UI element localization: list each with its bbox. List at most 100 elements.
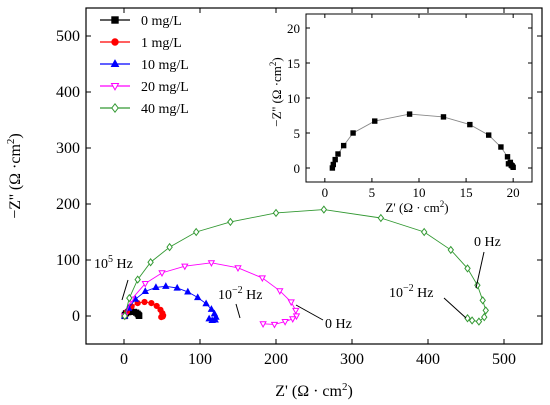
inset-x-tick-label: 20: [507, 185, 520, 200]
legend-marker: [111, 38, 119, 46]
main-data-point: [464, 264, 471, 273]
main-series-line: [124, 262, 298, 325]
main-data-point: [272, 208, 280, 218]
inset-y-tick-label: 0: [294, 161, 301, 176]
inset-y-tick-label: 5: [294, 126, 301, 141]
main-series-4: [121, 205, 489, 326]
main-data-point: [270, 321, 279, 329]
main-data-point: [482, 306, 489, 315]
annotation-lf-green-arrow: [443, 297, 467, 319]
annotation-zero-pink-label: 0 Hz: [325, 317, 352, 332]
main-data-point: [227, 217, 234, 227]
inset-data-point: [372, 118, 378, 124]
main-data-point: [281, 319, 289, 326]
annotation-lf-pink: 10−2 Hz: [218, 285, 262, 319]
main-data-point: [192, 227, 200, 237]
main-data-point: [447, 245, 455, 255]
main-x-tick-label: 300: [340, 351, 364, 368]
main-data-point: [121, 311, 128, 321]
legend: 0 mg/L 1 mg/L 10 mg/L 20 mg/L 40 mg/L: [100, 14, 189, 117]
inset-y-tick-label: 10: [287, 91, 300, 106]
inset-data-point: [350, 130, 356, 136]
annotation-lf-green-label: 10−2 Hz: [389, 283, 433, 301]
main-data-point: [276, 288, 284, 295]
main-data-point: [158, 270, 166, 278]
legend-item: 20 mg/L: [100, 80, 189, 95]
main-data-point: [287, 299, 295, 307]
main-data-point: [259, 321, 267, 328]
inset-series-layer: [329, 111, 516, 171]
inset-y-tick-label: 20: [287, 21, 300, 36]
legend-marker: [111, 16, 119, 24]
main-data-point: [147, 258, 154, 267]
main-y-tick-label: 0: [72, 308, 80, 325]
main-x-tick-label: 200: [264, 351, 288, 368]
main-data-point: [475, 317, 483, 326]
main-data-point: [162, 282, 170, 289]
main-data-point: [474, 280, 481, 290]
legend-marker: [110, 82, 120, 91]
main-series-line: [124, 209, 487, 323]
legend-label: 20 mg/L: [141, 80, 189, 95]
annotation-zero-green: 0 Hz: [474, 235, 501, 289]
main-plot-frame: [85, 7, 543, 345]
legend-item: 0 mg/L: [100, 14, 182, 29]
main-data-point: [289, 316, 297, 323]
inset-series-0: [329, 111, 516, 171]
main-data-point: [320, 205, 328, 214]
main-data-point: [141, 287, 149, 294]
main-y-tick-label: 500: [56, 28, 80, 45]
main-data-point: [420, 227, 428, 237]
annotation-zero-pink: 0 Hz: [295, 304, 352, 332]
main-data-point: [184, 287, 192, 295]
legend-item: 40 mg/L: [100, 102, 189, 117]
main-data-point: [148, 300, 155, 307]
main-x-tick-label: 500: [492, 351, 516, 368]
main-y-tick-label: 300: [56, 140, 80, 157]
main-data-point: [258, 275, 267, 283]
inset-plot-frame: [305, 13, 533, 183]
annotation-lf-pink-arrow: [235, 303, 241, 319]
inset-x-tick-label: 0: [322, 185, 329, 200]
inset-x-tick-label: 15: [460, 185, 473, 200]
main-data-point: [292, 307, 300, 315]
main-data-point: [464, 314, 471, 323]
main-data-point: [479, 296, 486, 305]
main-data-point: [134, 275, 141, 284]
legend-label: 40 mg/L: [141, 102, 189, 117]
inset-data-point: [504, 154, 511, 160]
inset-data-point: [498, 144, 504, 150]
inset-x-tick-label: 10: [413, 185, 426, 200]
main-data-point: [153, 302, 160, 310]
annotation-lf-green: 10−2 Hz: [389, 283, 467, 319]
main-data-point: [377, 213, 385, 223]
main-x-tick-label: 100: [188, 351, 212, 368]
main-data-point: [135, 312, 142, 319]
legend-marker: [110, 59, 120, 68]
inset-data-point: [406, 111, 413, 117]
legend-label: 0 mg/L: [141, 14, 182, 29]
inset-data-point: [340, 142, 347, 149]
main-data-point: [126, 293, 133, 303]
main-data-point: [205, 314, 213, 322]
main-y-tick-label: 100: [56, 252, 80, 269]
annotation-zero-pink-arrow: [295, 304, 324, 321]
main-data-point: [152, 283, 160, 291]
legend-label: 10 mg/L: [141, 58, 189, 73]
main-y-axis-label: −Z'' (Ω ·cm2): [5, 133, 24, 218]
annotation-lf-pink-label: 10−2 Hz: [218, 285, 262, 303]
inset-data-point: [440, 114, 447, 120]
annotation-hf-label: 105 Hz: [94, 254, 133, 272]
main-data-point: [158, 314, 165, 321]
annotation-zero-green-arrow: [475, 251, 485, 289]
main-y-tick-label: 200: [56, 196, 80, 213]
main-data-point: [468, 316, 476, 325]
inset-x-axis-label: Z' (Ω · cm2): [385, 199, 448, 215]
main-data-point: [141, 280, 149, 288]
main-data-point: [207, 305, 216, 312]
annotation-zero-green-label: 0 Hz: [474, 235, 501, 250]
inset-data-point: [335, 151, 341, 157]
legend-marker: [111, 103, 119, 113]
